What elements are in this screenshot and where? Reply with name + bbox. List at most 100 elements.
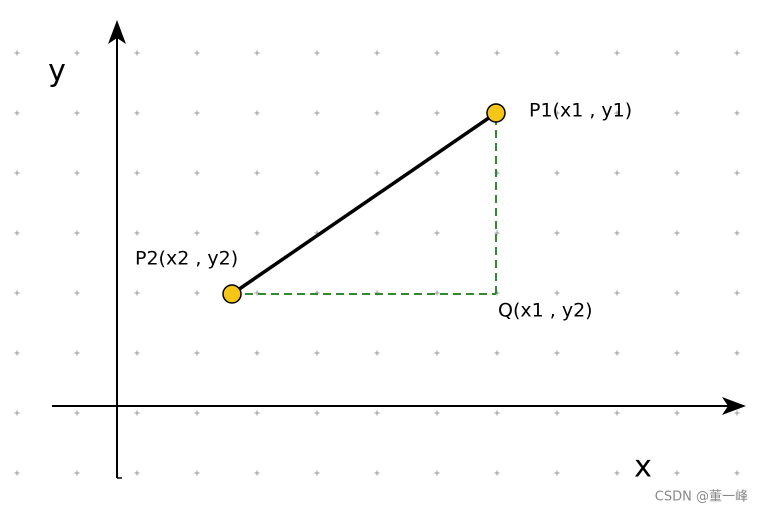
y-label: y	[48, 54, 66, 89]
grid-dot	[614, 230, 620, 236]
grid-dot	[194, 110, 200, 116]
grid-dot	[554, 230, 560, 236]
grid-dot	[614, 290, 620, 296]
watermark: CSDN @董一峰	[655, 490, 748, 505]
x-label: x	[634, 450, 652, 485]
grid-dot	[74, 470, 80, 476]
grid-dot	[74, 170, 80, 176]
grid-dot	[314, 350, 320, 356]
grid-dot	[194, 350, 200, 356]
grid-dot	[734, 230, 740, 236]
grid-dot	[554, 290, 560, 296]
grid-dots	[14, 50, 740, 476]
grid-dot	[614, 470, 620, 476]
grid-dot	[194, 470, 200, 476]
grid-dot	[134, 470, 140, 476]
grid-dot	[254, 170, 260, 176]
grid-dot	[254, 410, 260, 416]
grid-dot	[14, 170, 20, 176]
grid-dot	[254, 470, 260, 476]
grid-dot	[734, 170, 740, 176]
grid-dot	[134, 230, 140, 236]
grid-dot	[434, 170, 440, 176]
grid-dot	[14, 230, 20, 236]
grid-dot	[194, 290, 200, 296]
grid-dot	[734, 470, 740, 476]
point-label: Q(x1 , y2)	[498, 300, 593, 322]
grid-dot	[14, 410, 20, 416]
grid-dot	[134, 350, 140, 356]
grid-dot	[14, 50, 20, 56]
grid-dot	[434, 470, 440, 476]
grid-dot	[494, 50, 500, 56]
grid-dot	[194, 230, 200, 236]
grid-dot	[494, 350, 500, 356]
grid-dot	[254, 230, 260, 236]
grid-dot	[674, 170, 680, 176]
grid-dot	[434, 50, 440, 56]
grid-dot	[554, 170, 560, 176]
grid-dot	[254, 50, 260, 56]
point-label: P2(x2 , y2)	[135, 248, 238, 270]
grid-dot	[134, 50, 140, 56]
grid-dot	[134, 290, 140, 296]
grid-dot	[674, 350, 680, 356]
grid-dot	[674, 230, 680, 236]
grid-dot	[554, 110, 560, 116]
grid-dot	[374, 110, 380, 116]
grid-dot	[554, 50, 560, 56]
grid-dot	[494, 410, 500, 416]
grid-dot	[434, 350, 440, 356]
grid-dot	[674, 470, 680, 476]
grid-dot	[614, 170, 620, 176]
grid-dot	[194, 410, 200, 416]
grid-dot	[14, 350, 20, 356]
grid-dot	[254, 110, 260, 116]
grid-dot	[314, 110, 320, 116]
grid-dot	[554, 350, 560, 356]
grid-dot	[74, 110, 80, 116]
grid-dot	[74, 290, 80, 296]
grid-dot	[614, 110, 620, 116]
grid-dot	[734, 410, 740, 416]
grid-dot	[14, 110, 20, 116]
grid-dot	[494, 470, 500, 476]
point-label: P1(x1 , y1)	[529, 100, 632, 122]
grid-dot	[614, 350, 620, 356]
grid-dot	[314, 470, 320, 476]
grid-dot	[374, 350, 380, 356]
grid-dot	[374, 50, 380, 56]
grid-dot	[254, 350, 260, 356]
point-p2	[222, 284, 242, 304]
grid-dot	[74, 410, 80, 416]
grid-dot	[74, 350, 80, 356]
grid-dot	[374, 170, 380, 176]
grid-dot	[134, 110, 140, 116]
grid-dot	[614, 410, 620, 416]
segment-p1-p2	[231, 111, 497, 296]
grid-dot	[614, 50, 620, 56]
grid-dot	[434, 110, 440, 116]
point-p1	[486, 103, 506, 123]
grid-dot	[134, 410, 140, 416]
grid-dot	[74, 230, 80, 236]
grid-dot	[734, 110, 740, 116]
grid-dot	[374, 410, 380, 416]
grid-dot	[434, 410, 440, 416]
grid-dot	[374, 230, 380, 236]
grid-dot	[674, 410, 680, 416]
grid-dot	[674, 110, 680, 116]
grid-dot	[134, 170, 140, 176]
grid-dot	[74, 50, 80, 56]
grid-dot	[14, 470, 20, 476]
grid-dot	[314, 410, 320, 416]
grid-dot	[434, 230, 440, 236]
grid-dot	[554, 410, 560, 416]
grid-dot	[554, 470, 560, 476]
grid-dot	[674, 290, 680, 296]
grid-dot	[734, 290, 740, 296]
grid-dot	[434, 290, 440, 296]
grid-dot	[194, 50, 200, 56]
